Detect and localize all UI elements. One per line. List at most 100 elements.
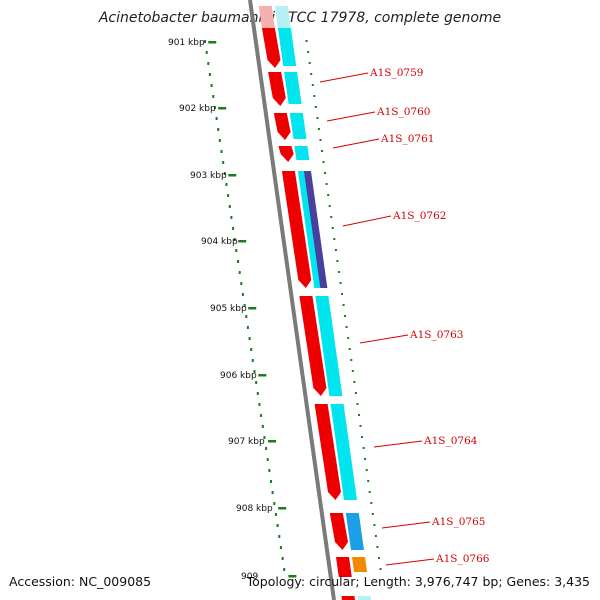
gene-ruler-dot [325, 183, 328, 185]
gene-ruler-dot [367, 480, 370, 482]
gene-block-red [261, 28, 281, 68]
gene-ruler-dot [354, 392, 357, 394]
ruler-dot [212, 95, 215, 98]
gene-label: A1S_0760 [376, 106, 430, 118]
gene-leader-line [381, 521, 431, 529]
ruler-dot [270, 480, 272, 483]
ruler-dot [255, 381, 258, 384]
ruler-tick [238, 240, 247, 243]
ruler-dot [225, 183, 228, 186]
ruler-tick [208, 41, 217, 44]
gene-block-red [329, 513, 348, 550]
ruler-dot [213, 106, 216, 109]
gene-ruler-dot [358, 414, 360, 416]
gene-leader-line [319, 72, 369, 83]
gene-block-orange [352, 557, 368, 572]
gene-block-red [299, 296, 327, 396]
ruler-dot [218, 139, 221, 142]
ruler-dot [256, 392, 259, 395]
gene-block-cyan [277, 28, 297, 66]
ruler-dot [204, 40, 206, 43]
ruler-tick-label: 901 kbp [168, 38, 205, 48]
ruler-tick-label: 904 kbp [201, 237, 238, 247]
ruler-dot [268, 469, 271, 472]
gene-ruler-dot [308, 62, 311, 64]
gene-block-red [278, 146, 294, 162]
gene-block-blue [345, 513, 364, 550]
gene-ruler-dot [334, 249, 337, 251]
ruler-dot [233, 238, 236, 241]
gene-ruler-dot [356, 403, 359, 405]
gene-block-cyan [330, 404, 357, 500]
ruler-dot [217, 128, 220, 131]
gene-block-pale-cyan [274, 6, 291, 28]
gene-block-red [341, 596, 355, 600]
gene-block-red [281, 171, 312, 288]
gene-leader-line [332, 138, 380, 149]
gene-ruler-dot [353, 381, 356, 383]
gene-block-red [268, 72, 286, 106]
gene-leader-line [385, 558, 435, 566]
gene-ruler-dot [330, 216, 333, 218]
gene-label: A1S_0762 [392, 210, 446, 222]
ruler-tick-label: 906 kbp [220, 371, 257, 381]
gene-label: A1S_0765 [431, 516, 485, 528]
ruler-dot [215, 117, 218, 120]
gene-label: A1S_0763 [409, 329, 463, 341]
ruler-dot [228, 205, 231, 208]
gene-ruler-dot [316, 117, 319, 119]
ruler-dot [238, 271, 241, 274]
ruler-dot [258, 403, 261, 406]
ruler-tick [268, 440, 277, 443]
gene-block-purple [303, 171, 328, 288]
gene-ruler-dot [328, 205, 331, 207]
gene-ruler-dot [348, 348, 351, 350]
ruler-dot [207, 62, 210, 65]
gene-block-cyan [284, 72, 302, 104]
ruler-tick-label: 903 kbp [190, 171, 227, 181]
gene-ruler-dot [364, 458, 367, 460]
ruler-dot [251, 359, 254, 362]
map-title: Acinetobacter baumannii ATCC 17978, comp… [98, 10, 502, 26]
ruler-dot [263, 436, 266, 439]
gene-ruler-dot [336, 260, 339, 262]
gene-block-light-red [258, 6, 275, 28]
gene-ruler-dot [307, 51, 310, 53]
ruler-dot [273, 502, 276, 505]
ruler-dot [261, 425, 264, 428]
gene-ruler-dot [311, 84, 314, 86]
ruler-dot [210, 84, 213, 87]
ruler-dot [266, 458, 269, 461]
gene-block-red [273, 113, 291, 140]
ruler-dot [240, 282, 243, 285]
accession-label: Accession: NC_009085 [9, 574, 152, 589]
gene-ruler-dot [333, 238, 336, 240]
gene-ruler-dot [331, 227, 334, 229]
ruler-tick-label: 902 kbp [179, 104, 216, 114]
ruler-dot [250, 348, 253, 351]
ruler-tick [248, 307, 257, 310]
ruler-dot [245, 315, 248, 318]
ruler-tick [288, 575, 297, 578]
gene-ruler-dot [322, 161, 325, 163]
gene-ruler-dot [321, 150, 323, 152]
ruler-dot [281, 557, 284, 560]
ruler-dot [276, 524, 279, 527]
ruler-dot [271, 491, 274, 494]
ruler-dot [265, 447, 268, 450]
ruler-tick-label: 908 kbp [236, 504, 273, 514]
ruler-dot [260, 414, 263, 417]
topology-label: Topology: circular; Length: 3,976,747 bp… [246, 574, 590, 589]
gene-ruler-dot [368, 491, 371, 493]
ruler-dot [205, 51, 208, 54]
gene-ruler-dot [371, 513, 374, 515]
gene-ruler-dot [361, 436, 363, 438]
gene-ruler-dot [373, 524, 376, 526]
ruler-tick [278, 507, 287, 510]
ruler-dot [235, 249, 238, 252]
gene-ruler-dot [327, 194, 330, 196]
gene-ruler-dot [337, 271, 340, 273]
ruler-tick-label: 909 [241, 572, 258, 582]
gene-label: A1S_0761 [380, 133, 434, 145]
